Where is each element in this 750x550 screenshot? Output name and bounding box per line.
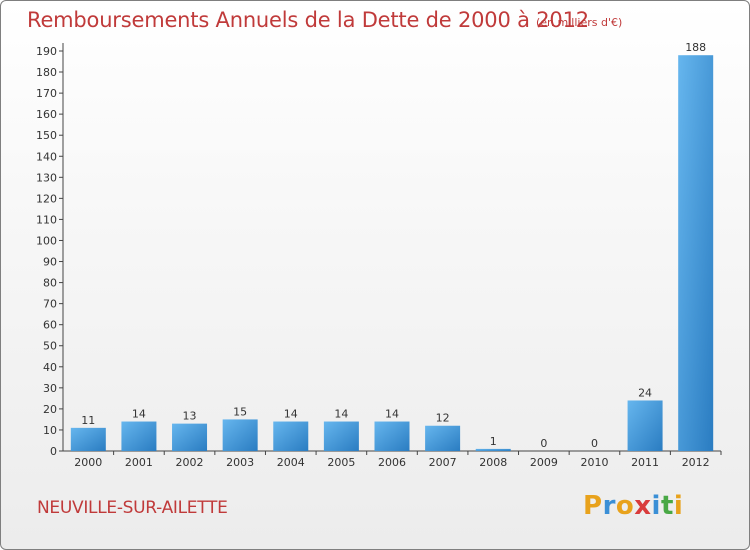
logo-letter: t bbox=[660, 491, 674, 521]
logo-letter: o bbox=[615, 491, 635, 521]
y-tick-label: 100 bbox=[36, 234, 57, 247]
y-tick-label: 0 bbox=[50, 445, 57, 458]
bar bbox=[323, 421, 359, 451]
data-label: 24 bbox=[638, 386, 652, 399]
y-tick-label: 110 bbox=[36, 213, 57, 226]
y-tick-label: 180 bbox=[36, 66, 57, 79]
data-label: 14 bbox=[385, 408, 399, 421]
x-tick-label: 2001 bbox=[125, 456, 153, 469]
data-label: 14 bbox=[334, 408, 348, 421]
y-tick-label: 30 bbox=[43, 382, 57, 395]
logo-letter: i bbox=[673, 491, 684, 521]
logo-letter: x bbox=[634, 491, 652, 521]
x-tick-label: 2011 bbox=[631, 456, 659, 469]
data-label: 15 bbox=[233, 405, 247, 418]
x-tick-label: 2000 bbox=[74, 456, 102, 469]
y-tick-label: 170 bbox=[36, 87, 57, 100]
data-label: 1 bbox=[490, 435, 497, 448]
logo-letter: r bbox=[602, 491, 616, 521]
y-tick-label: 40 bbox=[43, 361, 57, 374]
data-label: 0 bbox=[540, 437, 547, 450]
data-label: 14 bbox=[132, 408, 146, 421]
x-tick-label: 2010 bbox=[580, 456, 608, 469]
data-label: 11 bbox=[81, 414, 95, 427]
x-tick-label: 2012 bbox=[682, 456, 710, 469]
chart-unit: (en milliers d'€) bbox=[536, 16, 623, 29]
x-tick-label: 2002 bbox=[176, 456, 204, 469]
logo-letter: P bbox=[583, 491, 603, 521]
y-tick-label: 70 bbox=[43, 298, 57, 311]
bar bbox=[222, 419, 258, 451]
bar bbox=[678, 55, 714, 452]
logo-letter: i bbox=[651, 491, 661, 521]
data-label: 13 bbox=[183, 410, 197, 423]
bar bbox=[475, 448, 511, 451]
bar bbox=[273, 421, 309, 451]
x-tick-label: 2003 bbox=[226, 456, 254, 469]
y-tick-label: 140 bbox=[36, 150, 57, 163]
x-tick-label: 2004 bbox=[277, 456, 305, 469]
bar bbox=[425, 425, 461, 451]
commune-name: NEUVILLE-SUR-AILETTE bbox=[37, 498, 228, 518]
y-tick-label: 120 bbox=[36, 192, 57, 205]
data-label: 12 bbox=[436, 412, 450, 425]
chart-title: Remboursements Annuels de la Dette de 20… bbox=[27, 8, 589, 32]
y-tick-label: 80 bbox=[43, 277, 57, 290]
data-label: 0 bbox=[591, 437, 598, 450]
x-tick-label: 2005 bbox=[327, 456, 355, 469]
y-tick-label: 20 bbox=[43, 403, 57, 416]
y-tick-label: 60 bbox=[43, 319, 57, 332]
y-tick-label: 150 bbox=[36, 129, 57, 142]
y-tick-label: 90 bbox=[43, 256, 57, 269]
bar bbox=[374, 421, 410, 451]
y-tick-label: 130 bbox=[36, 171, 57, 184]
y-tick-label: 10 bbox=[43, 424, 57, 437]
bar bbox=[627, 400, 663, 451]
x-tick-label: 2009 bbox=[530, 456, 558, 469]
x-tick-label: 2008 bbox=[479, 456, 507, 469]
bar bbox=[121, 421, 157, 451]
y-tick-label: 190 bbox=[36, 45, 57, 58]
x-tick-label: 2007 bbox=[429, 456, 457, 469]
bar bbox=[172, 423, 208, 451]
y-tick-label: 50 bbox=[43, 340, 57, 353]
data-label: 14 bbox=[284, 408, 298, 421]
y-tick-label: 160 bbox=[36, 108, 57, 121]
bar bbox=[70, 427, 106, 451]
data-label: 188 bbox=[685, 41, 706, 54]
proxiti-logo: Proxiti bbox=[583, 491, 683, 521]
x-tick-label: 2006 bbox=[378, 456, 406, 469]
